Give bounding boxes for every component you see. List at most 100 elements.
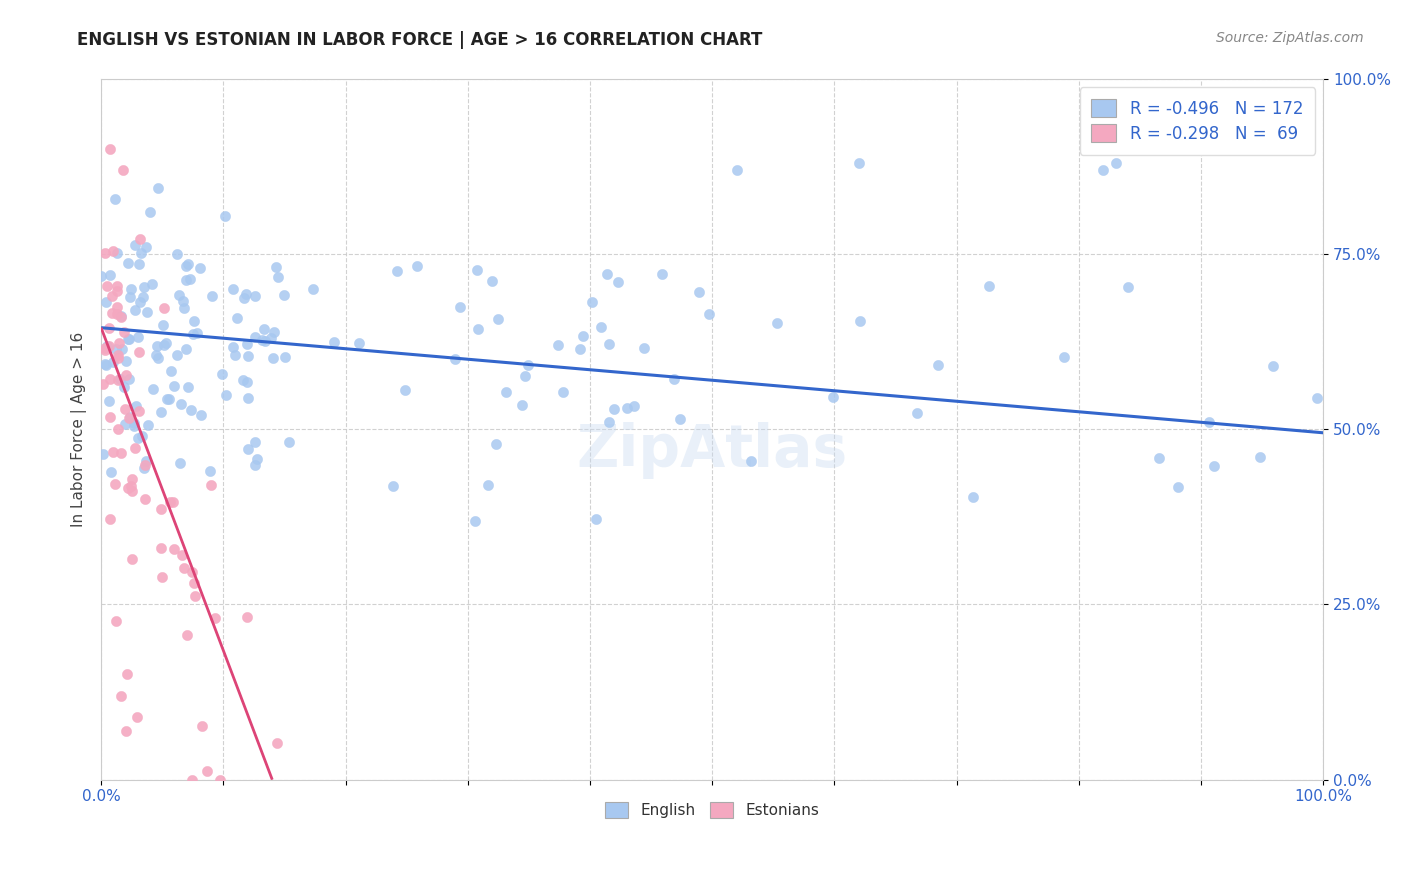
Point xyxy=(589,319,612,334)
Point xyxy=(107,351,129,365)
Point xyxy=(155,392,177,407)
Point xyxy=(226,311,249,326)
Point xyxy=(135,305,157,319)
Point xyxy=(323,334,346,349)
Point xyxy=(115,354,138,368)
Point xyxy=(236,375,259,389)
Point xyxy=(200,478,222,492)
Point xyxy=(118,372,141,386)
Point xyxy=(110,309,132,323)
Point xyxy=(163,379,186,393)
Point xyxy=(98,372,121,386)
Point xyxy=(181,565,204,579)
Point xyxy=(127,330,149,344)
Point xyxy=(1306,391,1329,405)
Point xyxy=(245,458,267,472)
Point xyxy=(128,404,150,418)
Point xyxy=(1198,416,1220,430)
Point xyxy=(107,422,129,436)
Point xyxy=(114,417,136,431)
Point xyxy=(186,326,208,341)
Point xyxy=(122,419,145,434)
Point xyxy=(236,336,259,351)
Point xyxy=(152,318,174,332)
Point xyxy=(128,257,150,271)
Point xyxy=(449,300,471,314)
Point xyxy=(124,302,146,317)
Point xyxy=(105,614,128,628)
Point xyxy=(848,156,870,170)
Point xyxy=(262,351,284,366)
Point xyxy=(170,397,193,411)
Point xyxy=(174,342,197,356)
Text: Source: ZipAtlas.com: Source: ZipAtlas.com xyxy=(1216,31,1364,45)
Point xyxy=(176,628,198,642)
Point xyxy=(162,495,184,509)
Point xyxy=(112,325,135,339)
Point xyxy=(100,306,122,320)
Point xyxy=(184,589,207,603)
Point xyxy=(105,306,128,320)
Point xyxy=(266,736,288,750)
Point xyxy=(124,442,146,456)
Point xyxy=(121,472,143,486)
Point xyxy=(347,336,370,351)
Point xyxy=(121,551,143,566)
Point xyxy=(153,338,176,352)
Point xyxy=(849,314,872,328)
Point xyxy=(547,338,569,352)
Point xyxy=(190,408,212,422)
Point xyxy=(211,368,233,382)
Point xyxy=(163,542,186,557)
Point xyxy=(110,310,132,324)
Point xyxy=(633,341,655,355)
Point xyxy=(766,316,789,330)
Point xyxy=(245,434,267,449)
Point xyxy=(145,348,167,362)
Point xyxy=(167,288,190,302)
Point xyxy=(120,479,142,493)
Point xyxy=(146,339,169,353)
Point xyxy=(117,256,139,270)
Point xyxy=(664,372,686,386)
Point xyxy=(253,334,276,348)
Point xyxy=(135,454,157,468)
Point xyxy=(183,575,205,590)
Point xyxy=(108,335,131,350)
Point xyxy=(651,267,673,281)
Point xyxy=(138,418,160,433)
Point xyxy=(235,286,257,301)
Point xyxy=(669,411,692,425)
Point xyxy=(141,277,163,292)
Point xyxy=(129,232,152,246)
Point xyxy=(146,351,169,365)
Point xyxy=(90,269,112,284)
Point xyxy=(105,300,128,314)
Point xyxy=(174,273,197,287)
Point xyxy=(253,322,276,336)
Point xyxy=(180,403,202,417)
Legend: English, Estonians: English, Estonians xyxy=(599,796,825,824)
Point xyxy=(406,259,429,273)
Point xyxy=(467,322,489,336)
Point xyxy=(104,342,127,356)
Point xyxy=(157,392,180,406)
Point xyxy=(117,410,139,425)
Point xyxy=(1116,280,1139,294)
Point xyxy=(191,719,214,733)
Point xyxy=(159,495,181,509)
Point xyxy=(263,326,285,340)
Point xyxy=(134,458,156,472)
Point xyxy=(98,268,121,283)
Point xyxy=(510,398,533,412)
Point xyxy=(94,246,117,260)
Point xyxy=(94,294,117,309)
Point xyxy=(1092,163,1115,178)
Point xyxy=(181,327,204,342)
Point xyxy=(166,247,188,261)
Point xyxy=(208,772,231,787)
Point xyxy=(132,461,155,475)
Point xyxy=(114,402,136,417)
Point xyxy=(134,280,156,294)
Point xyxy=(481,274,503,288)
